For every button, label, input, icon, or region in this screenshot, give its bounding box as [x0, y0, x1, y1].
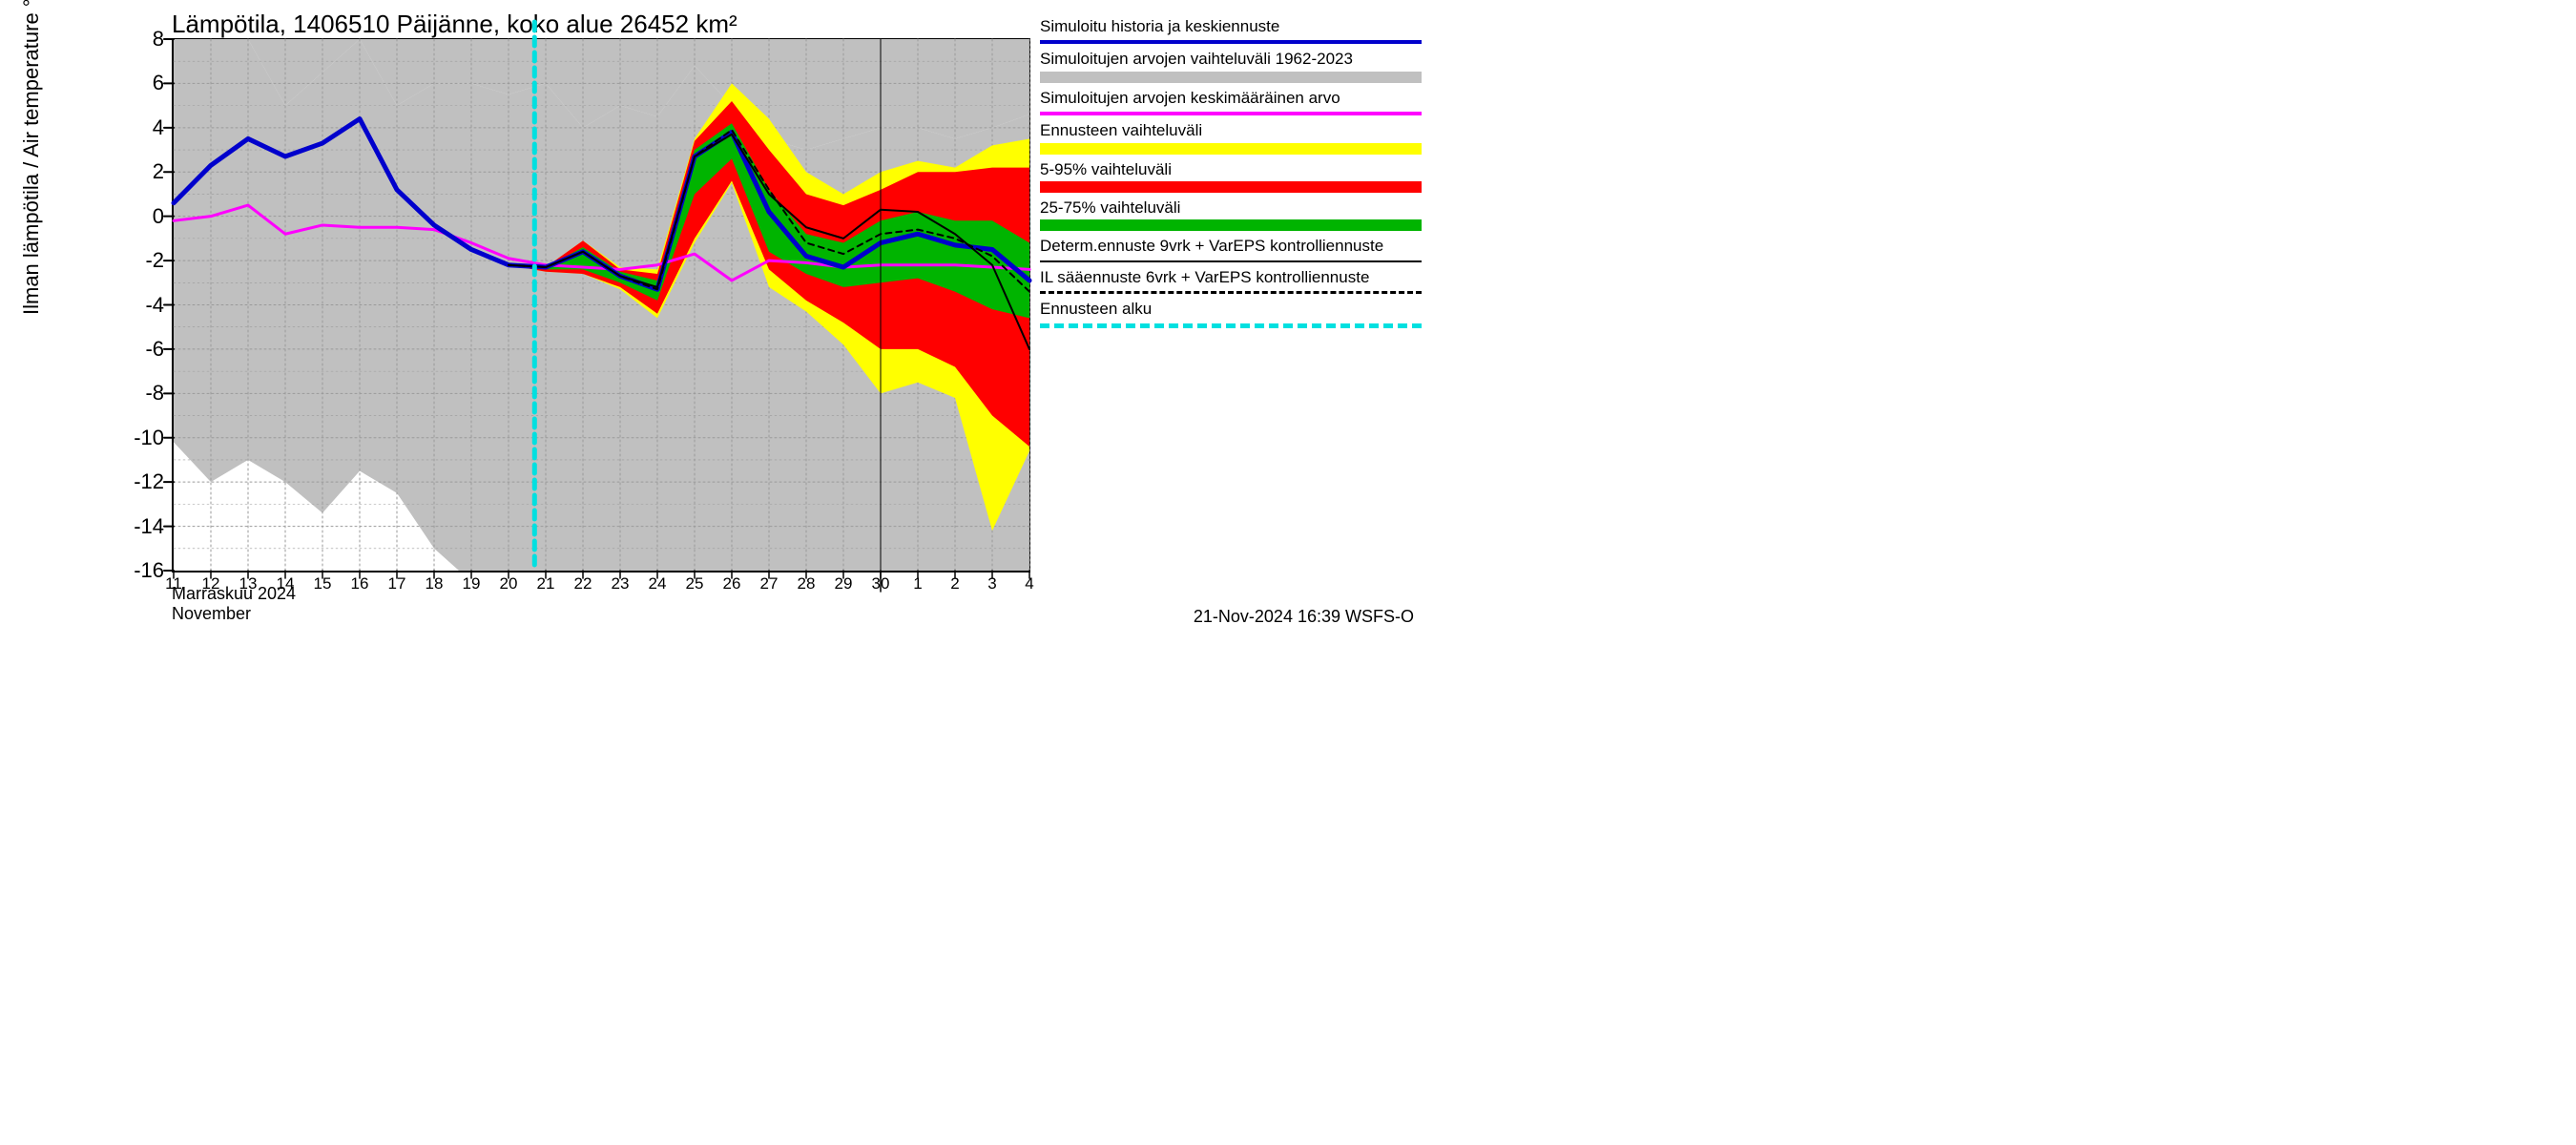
legend-item: 5-95% vaihteluväli	[1040, 160, 1422, 193]
legend-label: Simuloitu historia ja keskiennuste	[1040, 17, 1422, 36]
legend-swatch	[1040, 72, 1422, 83]
legend-label: Ennusteen alku	[1040, 300, 1422, 319]
chart-title: Lämpötila, 1406510 Päijänne, koko alue 2…	[172, 10, 737, 39]
legend-item: Simuloitujen arvojen vaihteluväli 1962-2…	[1040, 50, 1422, 82]
legend-swatch	[1040, 40, 1422, 44]
legend-swatch	[1040, 143, 1422, 155]
legend-item: IL sääennuste 6vrk + VarEPS kontrollienn…	[1040, 268, 1422, 294]
x-axis-month-labels: Marraskuu 2024 November	[172, 584, 296, 623]
timestamp-label: 21-Nov-2024 16:39 WSFS-O	[1194, 607, 1414, 627]
legend-label: Ennusteen vaihteluväli	[1040, 121, 1422, 140]
legend-item: Ennusteen vaihteluväli	[1040, 121, 1422, 154]
legend-item: Simuloitu historia ja keskiennuste	[1040, 17, 1422, 44]
legend-item: Determ.ennuste 9vrk + VarEPS kontrollien…	[1040, 237, 1422, 261]
legend-label: Simuloitujen arvojen vaihteluväli 1962-2…	[1040, 50, 1422, 69]
legend-swatch	[1040, 323, 1422, 328]
legend: Simuloitu historia ja keskiennuste Simulo…	[1040, 17, 1422, 334]
legend-swatch	[1040, 260, 1422, 262]
y-axis-label: Ilman lämpötila / Air temperature °C	[19, 0, 44, 315]
legend-swatch	[1040, 219, 1422, 231]
x-month-en: November	[172, 604, 296, 624]
legend-swatch	[1040, 181, 1422, 193]
legend-item: 25-75% vaihteluväli	[1040, 198, 1422, 231]
legend-item: Simuloitujen arvojen keskimääräinen arvo	[1040, 89, 1422, 115]
legend-swatch	[1040, 112, 1422, 115]
legend-swatch	[1040, 291, 1422, 294]
legend-label: Simuloitujen arvojen keskimääräinen arvo	[1040, 89, 1422, 108]
x-month-fi: Marraskuu 2024	[172, 584, 296, 604]
legend-label: IL sääennuste 6vrk + VarEPS kontrollienn…	[1040, 268, 1422, 287]
legend-label: 5-95% vaihteluväli	[1040, 160, 1422, 179]
legend-label: Determ.ennuste 9vrk + VarEPS kontrollien…	[1040, 237, 1422, 256]
legend-item: Ennusteen alku	[1040, 300, 1422, 327]
legend-label: 25-75% vaihteluväli	[1040, 198, 1422, 218]
plot-area: -16-14-12-10-8-6-4-202468111213141516171…	[172, 38, 1030, 572]
chart-frame: Lämpötila, 1406510 Päijänne, koko alue 2…	[0, 0, 1431, 636]
